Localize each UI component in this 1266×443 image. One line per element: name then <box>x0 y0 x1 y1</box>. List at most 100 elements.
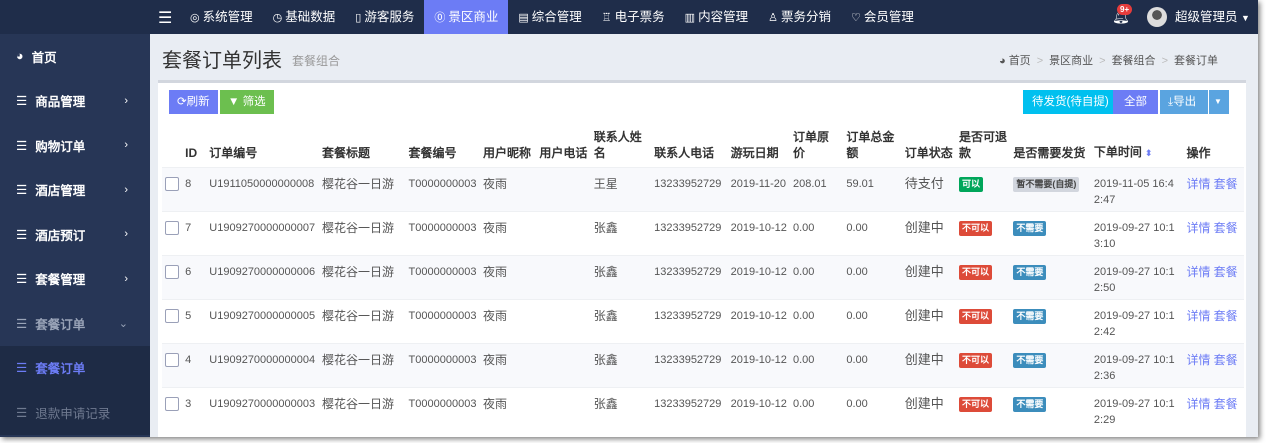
package-link[interactable]: 套餐 <box>1213 308 1238 323</box>
cell-contact_phone: 13233952729 <box>651 166 728 211</box>
package-link[interactable]: 套餐 <box>1213 176 1238 191</box>
contact_phone-text: 13233952729 <box>654 265 722 278</box>
export-dropdown-button[interactable]: ▼ <box>1209 90 1229 114</box>
package-link[interactable]: 套餐 <box>1213 220 1238 235</box>
table-row: 7 U1909270000000007 樱花谷一日游 T0000000003 夜雨 张鑫 1… <box>162 210 1244 255</box>
nav-item-2[interactable]: ▯ 游客服务 <box>345 0 424 34</box>
sidebar-item-1[interactable]: ☰ 商品管理 › <box>0 79 150 124</box>
package-link[interactable]: 套餐 <box>1213 264 1238 279</box>
pkg_no-text: T0000000003 <box>408 265 477 278</box>
cell-total: 0.00 <box>843 254 902 299</box>
sidebar-label: 套餐订单 <box>35 362 86 377</box>
menu-toggle-icon[interactable]: ☰ <box>158 10 173 27</box>
cell-refund: 不可以 <box>956 254 1011 299</box>
sort-icon[interactable]: ⬍ <box>1144 147 1153 158</box>
price-text: 0.00 <box>792 221 815 234</box>
select-cell <box>162 298 183 343</box>
cell-pkg_no: T0000000003 <box>405 298 481 343</box>
detail-link[interactable]: 详情 <box>1186 176 1211 191</box>
column-label: 用户电话 <box>539 145 588 160</box>
ship-badge: 不需要 <box>1013 220 1047 236</box>
cell-ship: 暂不需要(自提) <box>1010 166 1091 211</box>
sidebar-item-4[interactable]: ☰ 酒店预订 › <box>0 212 150 257</box>
date-text: 2019-11-20 <box>730 177 787 190</box>
order_no-text: U1911050000000008 <box>209 177 315 190</box>
breadcrumb-item[interactable]: 首页 <box>1008 55 1031 67</box>
row-checkbox[interactable] <box>165 352 179 367</box>
nav-item-7[interactable]: ♙ 票务分销 <box>758 0 841 34</box>
date-text: 2019-10-12 <box>730 309 787 322</box>
order_no-text: U1909270000000003 <box>209 397 316 410</box>
column-header[interactable]: 下单时间 ⬍ <box>1091 121 1184 167</box>
detail-link[interactable]: 详情 <box>1186 352 1211 367</box>
sidebar-label: 商品管理 <box>35 95 86 110</box>
chevron-icon: › <box>124 183 128 196</box>
nick-text: 夜雨 <box>483 396 508 411</box>
export-button[interactable]: ⤓导出 <box>1160 90 1208 114</box>
cell-title: 樱花谷一日游 <box>319 298 406 343</box>
nav-item-5[interactable]: ♖ 电子票务 <box>592 0 675 34</box>
nav-item-6[interactable]: ▥ 内容管理 <box>675 0 758 34</box>
cell-actions: 详情 套餐 <box>1183 342 1244 387</box>
row-checkbox[interactable] <box>165 308 179 323</box>
date-text: 2019-10-12 <box>730 397 787 410</box>
filter-button[interactable]: ▼ 筛选 <box>220 90 274 114</box>
column-label: 是否可退款 <box>959 129 1008 160</box>
sidebar-item-5[interactable]: ☰ 套餐管理 › <box>0 257 150 302</box>
nav-item-0[interactable]: ◎ 系统管理 <box>180 0 263 34</box>
breadcrumb-item[interactable]: 景区商业 <box>1049 55 1094 67</box>
title-text: 樱花谷一日游 <box>322 176 395 191</box>
row-checkbox[interactable] <box>165 396 179 411</box>
nav-item-4[interactable]: ▤ 综合管理 <box>508 0 591 34</box>
table-row: 6 U1909270000000006 樱花谷一日游 T0000000003 夜雨 张鑫 1… <box>162 254 1244 299</box>
pkg_no-text: T0000000003 <box>408 177 477 190</box>
ship-badge: 暂不需要(自提) <box>1013 176 1080 192</box>
sidebar-item-6[interactable]: ☰ 套餐订单 ⌄ <box>0 301 150 346</box>
nav-item-8[interactable]: ♡ 会员管理 <box>841 0 924 34</box>
price-text: 208.01 <box>792 177 827 190</box>
column-header: 订单原价 <box>790 121 843 167</box>
cell-status: 创建中 <box>901 210 957 255</box>
sidebar-item-2[interactable]: ☰ 购物订单 › <box>0 123 150 168</box>
package-link[interactable]: 套餐 <box>1213 352 1238 367</box>
row-checkbox[interactable] <box>165 176 179 191</box>
detail-link[interactable]: 详情 <box>1186 264 1211 279</box>
detail-link[interactable]: 详情 <box>1186 396 1211 411</box>
breadcrumb-item[interactable]: 套餐组合 <box>1111 55 1156 67</box>
caret-down-icon: ▼ <box>1241 13 1250 23</box>
nick-text: 夜雨 <box>483 308 508 323</box>
nav-label: 景区商业 <box>448 10 499 24</box>
sidebar-item-0[interactable]: ◕ 首页 <box>0 34 150 79</box>
package-link[interactable]: 套餐 <box>1213 396 1238 411</box>
chevron-icon: › <box>124 228 128 241</box>
row-checkbox[interactable] <box>165 264 179 279</box>
detail-link[interactable]: 详情 <box>1186 220 1211 235</box>
total-text: 0.00 <box>846 353 868 366</box>
column-header: 用户昵称 <box>480 121 536 167</box>
refresh-button[interactable]: ⟳刷新 <box>169 90 218 114</box>
row-checkbox[interactable] <box>165 220 179 235</box>
sidebar-item-7[interactable]: ☰ 套餐订单 <box>0 345 150 390</box>
pending-ship-button[interactable]: 待发货(待自提) <box>1023 90 1118 114</box>
nav-item-3[interactable]: ⓪ 景区商业 <box>424 0 509 34</box>
cell-total: 0.00 <box>843 386 902 431</box>
select-cell <box>162 386 183 431</box>
table-header: ID 订单编号 套餐标题 套餐编号 用户昵称 用户电话 联系人姓名 联系人电话 游玩日期 订单原价… <box>162 121 1244 167</box>
sidebar-item-8[interactable]: ☰ 退款申请记录 <box>0 390 150 435</box>
avatar[interactable] <box>1147 7 1167 27</box>
detail-link[interactable]: 详情 <box>1186 308 1211 323</box>
status-text: 创建中 <box>904 263 944 279</box>
contact_phone-text: 13233952729 <box>654 177 722 190</box>
column-label: 套餐标题 <box>322 145 371 160</box>
contact_phone-text: 13233952729 <box>654 221 722 234</box>
user-menu[interactable]: 超级管理员 ▼ <box>1175 0 1250 35</box>
all-button[interactable]: 全部 <box>1113 90 1158 114</box>
nav-item-1[interactable]: ◷ 基础数据 <box>263 0 346 34</box>
breadcrumb-separator: > <box>1161 55 1168 67</box>
list-icon: ☰ <box>16 94 28 109</box>
nav-label: 票务分销 <box>780 10 831 24</box>
column-label: 是否需要发货 <box>1013 145 1086 160</box>
price-text: 0.00 <box>792 265 815 278</box>
sidebar-item-3[interactable]: ☰ 酒店管理 › <box>0 168 150 213</box>
order-card: ⟳刷新 ▼ 筛选 待发货(待自提) 全部 ⤓导出 ▼ ID 订单编号 套餐标题 套餐编… <box>158 80 1246 437</box>
